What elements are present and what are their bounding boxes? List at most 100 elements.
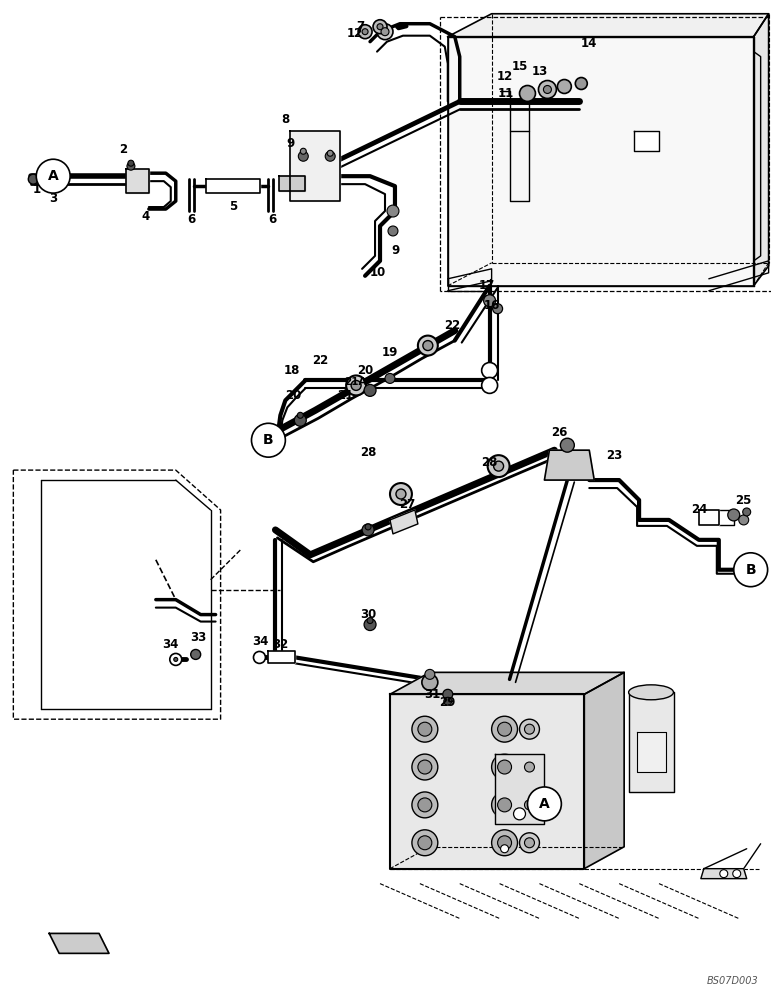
Polygon shape bbox=[544, 450, 594, 480]
Circle shape bbox=[418, 798, 432, 812]
Polygon shape bbox=[126, 169, 149, 193]
Circle shape bbox=[412, 792, 438, 818]
Circle shape bbox=[252, 423, 286, 457]
Polygon shape bbox=[699, 510, 719, 525]
Circle shape bbox=[377, 24, 393, 40]
Text: 9: 9 bbox=[392, 244, 400, 257]
Text: 17: 17 bbox=[479, 279, 495, 292]
Circle shape bbox=[498, 836, 512, 850]
Circle shape bbox=[387, 205, 399, 217]
Circle shape bbox=[720, 870, 728, 878]
Circle shape bbox=[524, 724, 534, 734]
Circle shape bbox=[524, 838, 534, 848]
Text: B: B bbox=[263, 433, 274, 447]
Polygon shape bbox=[390, 694, 584, 869]
Circle shape bbox=[365, 524, 371, 530]
Text: 13: 13 bbox=[531, 65, 547, 78]
Circle shape bbox=[575, 78, 587, 89]
Text: 25: 25 bbox=[736, 493, 752, 506]
Circle shape bbox=[412, 716, 438, 742]
Circle shape bbox=[728, 509, 740, 521]
Polygon shape bbox=[49, 933, 109, 953]
Circle shape bbox=[520, 719, 540, 739]
Circle shape bbox=[482, 377, 498, 393]
Circle shape bbox=[492, 792, 517, 818]
Circle shape bbox=[418, 336, 438, 356]
Circle shape bbox=[388, 226, 398, 236]
Circle shape bbox=[385, 373, 395, 383]
Circle shape bbox=[418, 836, 432, 850]
Circle shape bbox=[36, 159, 70, 193]
Polygon shape bbox=[753, 14, 769, 286]
Circle shape bbox=[557, 80, 571, 93]
Circle shape bbox=[520, 833, 540, 853]
Circle shape bbox=[425, 669, 435, 679]
Text: 9: 9 bbox=[286, 137, 294, 150]
Text: 7: 7 bbox=[356, 20, 364, 33]
Circle shape bbox=[253, 651, 266, 663]
Text: 27: 27 bbox=[399, 498, 415, 511]
Circle shape bbox=[493, 461, 503, 471]
Circle shape bbox=[422, 674, 438, 690]
Circle shape bbox=[47, 183, 55, 191]
Circle shape bbox=[543, 85, 551, 93]
Circle shape bbox=[128, 160, 134, 166]
Polygon shape bbox=[390, 672, 624, 694]
Text: 30: 30 bbox=[360, 608, 376, 621]
Text: 32: 32 bbox=[273, 638, 289, 651]
Circle shape bbox=[538, 81, 557, 98]
Text: 34: 34 bbox=[163, 638, 179, 651]
Text: 19: 19 bbox=[382, 346, 398, 359]
Text: A: A bbox=[48, 169, 59, 183]
Circle shape bbox=[483, 295, 496, 307]
Circle shape bbox=[492, 830, 517, 856]
Polygon shape bbox=[629, 692, 674, 792]
Polygon shape bbox=[584, 672, 624, 869]
Polygon shape bbox=[448, 37, 753, 286]
Text: 20: 20 bbox=[357, 364, 373, 377]
Circle shape bbox=[492, 716, 517, 742]
Circle shape bbox=[739, 515, 749, 525]
Circle shape bbox=[524, 800, 534, 810]
Circle shape bbox=[418, 722, 432, 736]
Circle shape bbox=[520, 757, 540, 777]
Text: 8: 8 bbox=[281, 113, 290, 126]
Polygon shape bbox=[448, 14, 769, 37]
Text: 29: 29 bbox=[439, 696, 456, 709]
Text: 20: 20 bbox=[285, 389, 301, 402]
Text: 12: 12 bbox=[347, 27, 364, 40]
Circle shape bbox=[498, 798, 512, 812]
Circle shape bbox=[377, 24, 383, 30]
Circle shape bbox=[513, 808, 526, 820]
Circle shape bbox=[327, 150, 334, 156]
Text: 18: 18 bbox=[284, 364, 300, 377]
Text: 34: 34 bbox=[252, 635, 269, 648]
Circle shape bbox=[170, 653, 181, 665]
Text: 26: 26 bbox=[551, 426, 567, 439]
Text: 3: 3 bbox=[49, 192, 57, 205]
Circle shape bbox=[423, 341, 433, 351]
Text: 15: 15 bbox=[511, 60, 528, 73]
Circle shape bbox=[364, 384, 376, 396]
Circle shape bbox=[373, 20, 387, 34]
Circle shape bbox=[358, 25, 372, 39]
Circle shape bbox=[29, 174, 39, 184]
Circle shape bbox=[412, 830, 438, 856]
Text: B: B bbox=[746, 563, 756, 577]
Circle shape bbox=[498, 760, 512, 774]
Polygon shape bbox=[269, 651, 296, 663]
Circle shape bbox=[396, 489, 406, 499]
Polygon shape bbox=[637, 732, 666, 772]
Circle shape bbox=[488, 455, 510, 477]
Circle shape bbox=[362, 524, 374, 536]
Text: 28: 28 bbox=[482, 456, 498, 469]
Circle shape bbox=[743, 508, 750, 516]
Polygon shape bbox=[290, 131, 340, 201]
Text: 1: 1 bbox=[32, 183, 40, 196]
Text: 33: 33 bbox=[191, 631, 207, 644]
Circle shape bbox=[500, 845, 509, 853]
Text: 21A: 21A bbox=[344, 377, 367, 387]
Circle shape bbox=[127, 162, 135, 170]
Circle shape bbox=[520, 85, 536, 101]
Circle shape bbox=[493, 304, 503, 314]
